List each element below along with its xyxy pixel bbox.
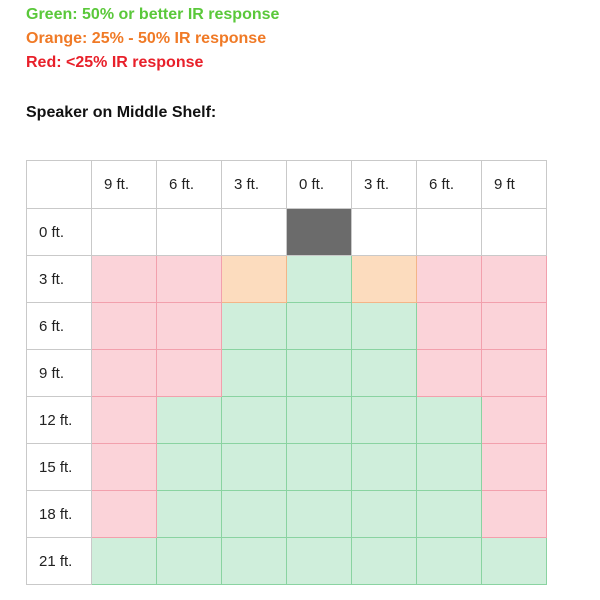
red-cell	[91, 443, 157, 491]
red-cell	[91, 490, 157, 538]
red-cell	[91, 349, 157, 397]
red-cell	[156, 255, 222, 303]
red-cell	[91, 255, 157, 303]
legend-red: Red: <25% IR response	[26, 54, 204, 71]
red-cell	[481, 443, 547, 491]
red-cell	[481, 490, 547, 538]
row-header: 18 ft.	[26, 490, 92, 538]
green-cell	[416, 396, 482, 444]
green-cell	[91, 537, 157, 585]
green-cell	[416, 537, 482, 585]
row-header: 15 ft.	[26, 443, 92, 491]
column-header: 6 ft.	[416, 160, 482, 209]
green-cell	[286, 396, 352, 444]
column-header: 3 ft.	[221, 160, 287, 209]
green-cell	[286, 490, 352, 538]
red-cell	[416, 255, 482, 303]
red-cell	[481, 396, 547, 444]
corner-cell	[26, 160, 92, 209]
green-cell	[416, 443, 482, 491]
empty-cell	[481, 208, 547, 256]
green-cell	[481, 537, 547, 585]
row-header: 0 ft.	[26, 208, 92, 256]
empty-cell	[156, 208, 222, 256]
green-cell	[221, 396, 287, 444]
column-header: 9 ft	[481, 160, 547, 209]
column-header: 9 ft.	[91, 160, 157, 209]
red-cell	[481, 255, 547, 303]
green-cell	[351, 349, 417, 397]
grid-row: 21 ft.	[26, 537, 547, 585]
green-cell	[351, 302, 417, 350]
green-cell	[221, 443, 287, 491]
green-cell	[351, 443, 417, 491]
row-header: 21 ft.	[26, 537, 92, 585]
green-cell	[351, 537, 417, 585]
red-cell	[481, 349, 547, 397]
green-cell	[221, 302, 287, 350]
green-cell	[286, 537, 352, 585]
speaker-cell	[286, 208, 352, 256]
empty-cell	[351, 208, 417, 256]
green-cell	[156, 443, 222, 491]
column-header: 6 ft.	[156, 160, 222, 209]
grid-row: 18 ft.	[26, 490, 547, 538]
grid-row: 0 ft.	[26, 208, 547, 256]
legend-orange: Orange: 25% - 50% IR response	[26, 30, 267, 47]
green-cell	[221, 349, 287, 397]
red-cell	[481, 302, 547, 350]
grid-row: 12 ft.	[26, 396, 547, 444]
grid-row: 6 ft.	[26, 302, 547, 350]
green-cell	[221, 537, 287, 585]
green-cell	[351, 396, 417, 444]
grid-row: 9 ft.	[26, 349, 547, 397]
column-header: 3 ft.	[351, 160, 417, 209]
green-cell	[156, 396, 222, 444]
red-cell	[91, 302, 157, 350]
empty-cell	[221, 208, 287, 256]
ir-response-grid: 9 ft. 6 ft. 3 ft. 0 ft. 3 ft. 6 ft. 9 ft…	[26, 160, 547, 585]
green-cell	[286, 349, 352, 397]
orange-cell	[351, 255, 417, 303]
row-header: 9 ft.	[26, 349, 92, 397]
grid-row: 3 ft.	[26, 255, 547, 303]
green-cell	[286, 255, 352, 303]
row-header: 12 ft.	[26, 396, 92, 444]
red-cell	[91, 396, 157, 444]
red-cell	[416, 302, 482, 350]
red-cell	[156, 302, 222, 350]
row-header: 3 ft.	[26, 255, 92, 303]
green-cell	[221, 490, 287, 538]
column-header: 0 ft.	[286, 160, 352, 209]
legend-green: Green: 50% or better IR response	[26, 6, 280, 23]
empty-cell	[416, 208, 482, 256]
red-cell	[156, 349, 222, 397]
orange-cell	[221, 255, 287, 303]
red-cell	[416, 349, 482, 397]
section-title: Speaker on Middle Shelf:	[26, 104, 217, 121]
green-cell	[156, 490, 222, 538]
empty-cell	[91, 208, 157, 256]
green-cell	[416, 490, 482, 538]
header-row: 9 ft. 6 ft. 3 ft. 0 ft. 3 ft. 6 ft. 9 ft	[26, 160, 547, 209]
green-cell	[286, 302, 352, 350]
grid-body: 0 ft. 3 ft. 6 ft. 9 ft. 12 ft. 15 ft. 18 ft. 21…	[26, 208, 547, 585]
green-cell	[286, 443, 352, 491]
grid-row: 15 ft.	[26, 443, 547, 491]
row-header: 6 ft.	[26, 302, 92, 350]
green-cell	[351, 490, 417, 538]
green-cell	[156, 537, 222, 585]
